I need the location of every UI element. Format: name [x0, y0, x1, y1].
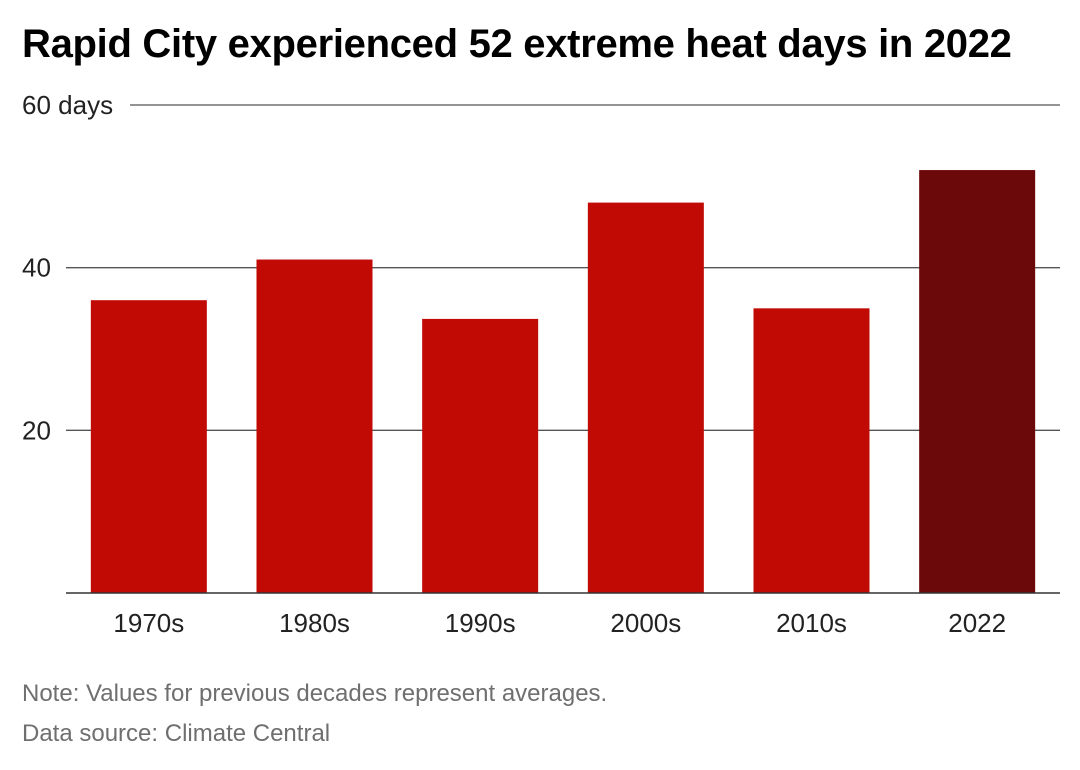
y-tick-label: 40	[22, 253, 51, 283]
x-tick-label: 1970s	[113, 608, 184, 638]
x-tick-label: 2010s	[776, 608, 847, 638]
y-tick-label: 20	[22, 415, 51, 445]
bar-2022	[919, 170, 1036, 594]
bar-2010s	[753, 308, 870, 593]
x-tick-label: 2000s	[610, 608, 681, 638]
data-source: Data source: Climate Central	[22, 720, 331, 747]
x-tick-label: 1980s	[279, 608, 350, 638]
bar-1970s	[90, 300, 207, 593]
y-tick-label: 60 days	[22, 90, 113, 120]
chart-title: Rapid City experienced 52 extreme heat d…	[22, 22, 1012, 66]
x-tick-label: 2022	[948, 608, 1006, 638]
x-tick-label: 1990s	[445, 608, 516, 638]
bar-2000s	[587, 202, 704, 593]
bar-1980s	[256, 259, 373, 593]
bar-1990s	[422, 318, 539, 593]
chart-note: Note: Values for previous decades repres…	[22, 680, 608, 707]
